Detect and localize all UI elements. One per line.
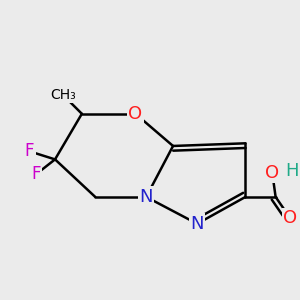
Text: O: O — [265, 164, 279, 182]
Text: F: F — [32, 165, 41, 183]
Text: H: H — [286, 163, 299, 181]
Text: O: O — [128, 105, 142, 123]
Text: F: F — [25, 142, 34, 160]
Text: CH₃: CH₃ — [50, 88, 76, 102]
Text: N: N — [140, 188, 153, 206]
Text: N: N — [190, 215, 204, 233]
Text: O: O — [283, 209, 297, 227]
